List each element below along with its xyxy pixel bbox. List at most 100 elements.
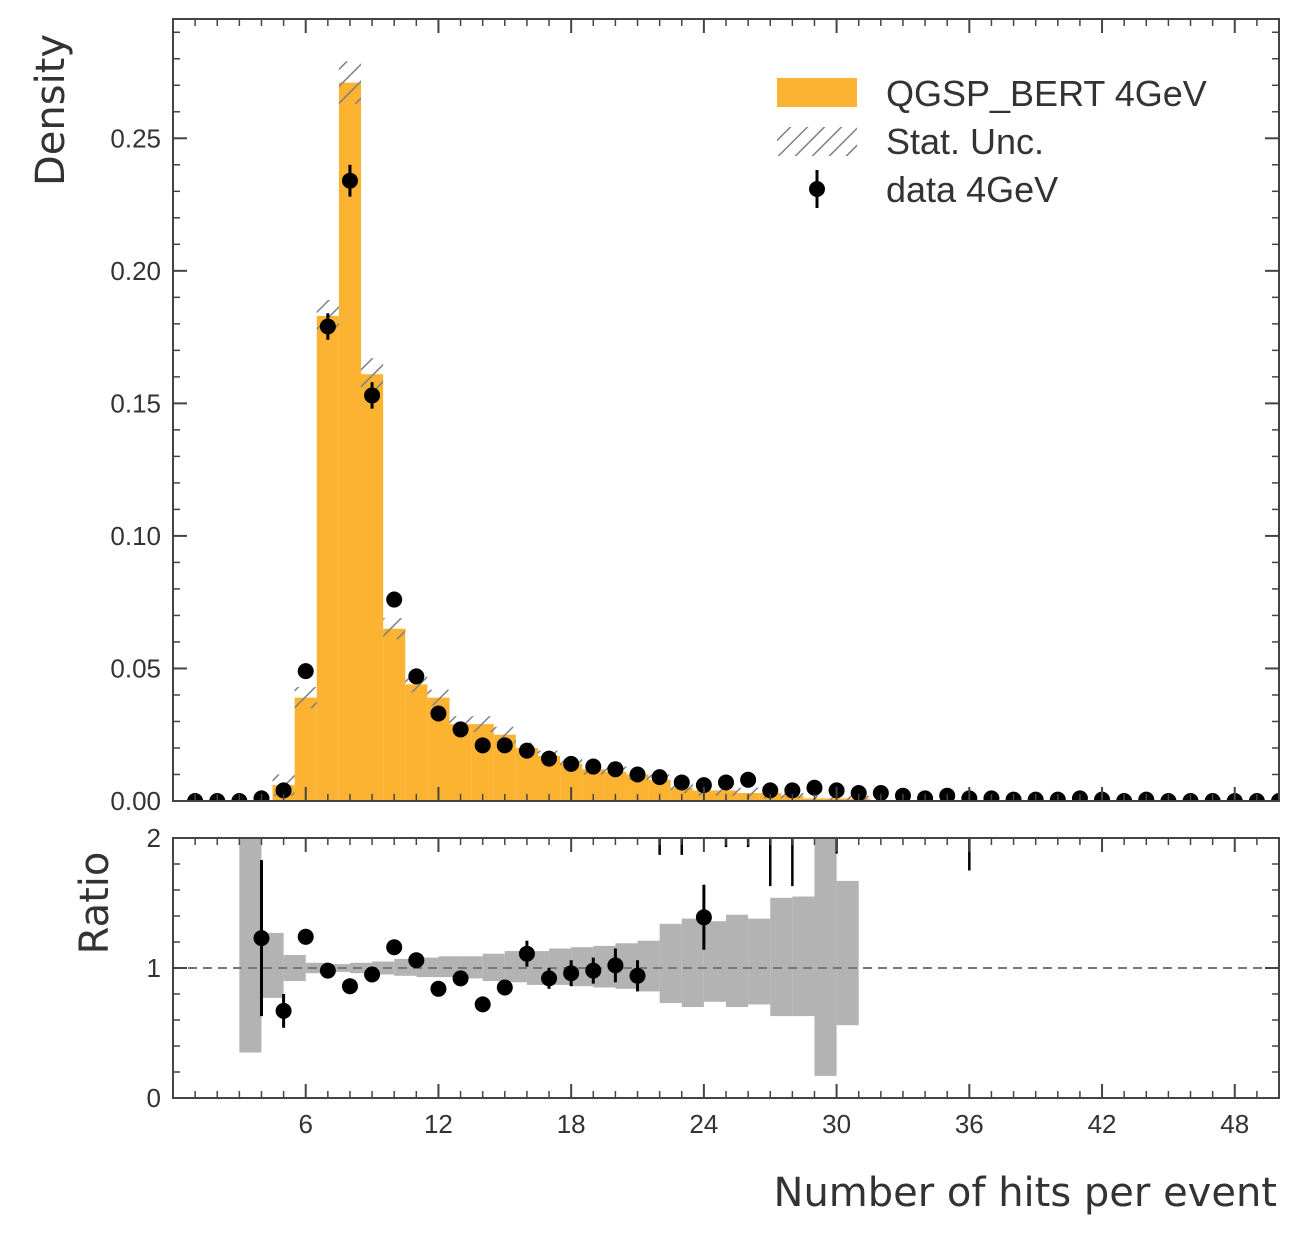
stat-unc-hatch	[361, 358, 384, 391]
ratio-y-tick-label: 2	[147, 823, 161, 853]
ratio-y-tick-label: 1	[147, 953, 161, 983]
ratio-unc-band	[836, 880, 859, 1026]
legend: QGSP_BERT 4GeV Stat. Unc. data 4GeV	[777, 73, 1207, 210]
ratio-point	[541, 970, 558, 987]
ratio-point	[695, 909, 712, 926]
data-point	[563, 755, 580, 772]
ratio-point	[474, 996, 491, 1013]
legend-swatch-model	[777, 78, 857, 107]
data-point	[585, 758, 602, 775]
ratio-point	[585, 962, 602, 979]
ratio-unc-band	[659, 923, 682, 1004]
ratio-unc-band	[681, 918, 704, 1007]
data-point	[408, 668, 425, 685]
ratio-point	[496, 979, 513, 996]
ratio-point	[408, 952, 425, 969]
histogram-bar	[537, 755, 561, 801]
ratio-unc-band	[748, 918, 771, 1005]
histogram-bar	[515, 747, 538, 801]
data-point	[784, 782, 801, 799]
data-point	[651, 769, 668, 786]
ratio-unc-band	[438, 956, 461, 978]
histogram-bar	[294, 697, 317, 801]
ratio-point	[452, 970, 469, 987]
ratio-unc-band	[726, 914, 749, 1007]
data-point	[872, 785, 889, 801]
histogram-bar	[560, 763, 583, 801]
x-tick-label: 30	[822, 1109, 851, 1139]
y-tick-label: 0.05	[110, 653, 161, 683]
data-point	[718, 774, 734, 791]
data-point	[629, 766, 646, 783]
histogram-bar	[383, 628, 406, 801]
data-point	[740, 771, 757, 788]
x-tick-label: 18	[557, 1109, 586, 1139]
histogram-bar	[582, 769, 605, 801]
data-point	[806, 779, 823, 796]
data-point	[673, 774, 690, 791]
ratio-unc-band	[637, 940, 660, 992]
ratio-point	[386, 939, 403, 956]
data-point	[474, 737, 491, 754]
ratio-point	[518, 945, 535, 962]
data-point	[1271, 793, 1279, 801]
y-tick-label: 0.15	[110, 388, 161, 418]
ratio-ylabel: Ratio	[72, 852, 118, 955]
data-point	[297, 663, 314, 680]
data-point	[319, 318, 336, 335]
stat-unc-hatch	[471, 716, 494, 733]
stat-unc-hatch	[338, 61, 362, 104]
legend-label-data: data 4GeV	[886, 169, 1058, 210]
ratio-point	[364, 966, 381, 983]
x-tick-label: 6	[298, 1109, 312, 1139]
main-ylabel: Density	[28, 34, 74, 186]
data-point	[518, 742, 535, 759]
legend-swatch-stat-unc	[777, 127, 857, 156]
histogram-bar	[626, 774, 649, 801]
stat-unc-hatch	[737, 787, 760, 799]
main-ticks: 0.00 0.05 0.10 0.15 0.20 0.25	[110, 19, 1279, 816]
y-tick-label: 0.10	[110, 521, 161, 551]
y-tick-label: 0.00	[110, 786, 161, 816]
x-tick-label: 36	[955, 1109, 984, 1139]
data-point	[541, 750, 558, 767]
histogram-bar	[493, 734, 516, 801]
ratio-xlabel: Number of hits per event	[774, 1170, 1277, 1216]
histogram-bar	[338, 82, 362, 801]
ratio-point	[319, 962, 336, 979]
ratio-point	[563, 965, 580, 982]
data-point	[850, 785, 867, 801]
legend-label-model: QGSP_BERT 4GeV	[886, 73, 1207, 114]
data-point	[496, 737, 513, 754]
data-point	[695, 777, 712, 794]
ratio-point	[629, 967, 646, 984]
ratio-point	[275, 1002, 292, 1019]
histogram-bar	[316, 315, 339, 801]
ratio-point	[341, 978, 358, 995]
stat-unc-hatch	[427, 689, 450, 706]
x-tick-label: 12	[424, 1109, 453, 1139]
ratio-unc-band	[703, 921, 726, 1002]
main-panel: 0.00 0.05 0.10 0.15 0.20 0.25 Density	[28, 18, 1280, 816]
ratio-unc-band	[239, 838, 262, 1053]
y-tick-label: 0.25	[110, 123, 161, 153]
data-point	[364, 387, 381, 404]
data-point	[275, 782, 292, 799]
ratio-y-tick-label: 0	[147, 1083, 161, 1113]
ratio-unc-band	[770, 897, 793, 1017]
data-point	[341, 172, 358, 189]
histogram-bar	[604, 771, 627, 801]
ratio-point	[430, 980, 447, 997]
x-tick-label: 24	[689, 1109, 718, 1139]
histogram-bar	[427, 697, 450, 801]
data-point	[430, 705, 447, 722]
ratio-point	[607, 957, 624, 974]
histogram-bar	[405, 684, 428, 801]
ratio-unc-band	[792, 896, 815, 1017]
legend-marker-data	[809, 181, 825, 197]
ratio-unc-band	[261, 932, 284, 998]
data-point	[386, 591, 403, 608]
ratio-unc-band	[593, 945, 616, 988]
